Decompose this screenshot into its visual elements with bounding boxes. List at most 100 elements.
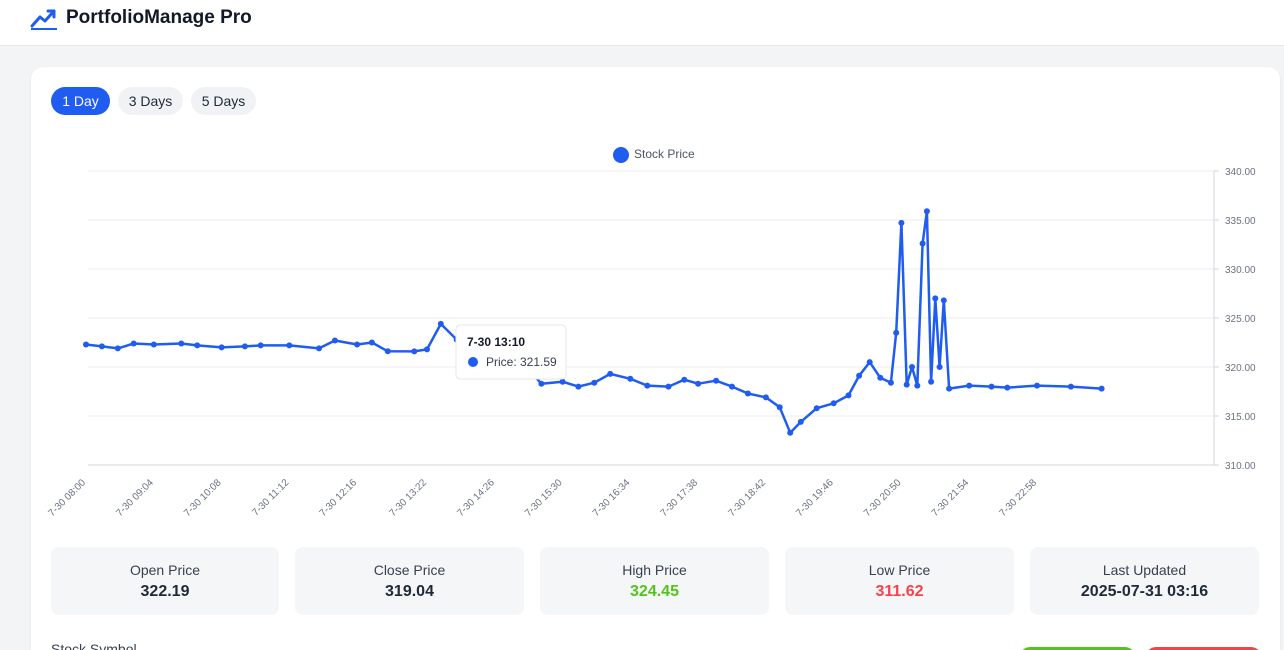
- data-point[interactable]: [218, 344, 225, 351]
- data-point[interactable]: [762, 394, 769, 401]
- y-tick-label: 310.00: [1225, 461, 1256, 472]
- open-price-card: Open Price 322.19: [51, 547, 279, 615]
- data-point[interactable]: [830, 400, 837, 407]
- data-point[interactable]: [1004, 384, 1011, 391]
- tooltip-title: 7-30 13:10: [467, 335, 525, 349]
- x-tick-label: 7-30 11:12: [250, 477, 291, 518]
- data-point[interactable]: [914, 382, 921, 389]
- data-point[interactable]: [1098, 385, 1105, 392]
- x-tick-label: 7-30 14:26: [455, 477, 497, 519]
- data-point[interactable]: [988, 383, 995, 390]
- data-point[interactable]: [575, 383, 582, 390]
- data-point[interactable]: [898, 219, 905, 226]
- chart-gridlines: [88, 170, 1219, 466]
- data-point[interactable]: [936, 364, 943, 370]
- data-point[interactable]: [644, 382, 651, 389]
- data-point[interactable]: [893, 329, 900, 336]
- data-point[interactable]: [316, 345, 322, 352]
- data-point[interactable]: [919, 240, 926, 247]
- y-tick-label: 335.00: [1225, 216, 1256, 227]
- data-point[interactable]: [241, 343, 248, 350]
- data-point[interactable]: [607, 370, 614, 377]
- x-tick-label: 7-30 12:16: [318, 477, 360, 519]
- stat-value: 319.04: [385, 583, 434, 600]
- data-point[interactable]: [866, 359, 873, 366]
- last-updated-card: Last Updated 2025-07-31 03:16: [1030, 547, 1259, 615]
- data-point[interactable]: [845, 392, 852, 399]
- data-point[interactable]: [776, 404, 783, 411]
- x-tick-label: 7-30 22:58: [998, 477, 1040, 519]
- data-point[interactable]: [695, 380, 702, 387]
- data-point[interactable]: [903, 381, 910, 388]
- range-1-day-button[interactable]: 1 Day: [51, 87, 110, 115]
- data-point[interactable]: [813, 405, 820, 412]
- data-point[interactable]: [286, 342, 293, 349]
- add-button[interactable]: [1020, 647, 1135, 650]
- stat-label: Open Price: [129, 562, 201, 578]
- stat-label: High Price: [622, 562, 687, 578]
- data-point[interactable]: [150, 341, 157, 348]
- data-point[interactable]: [424, 346, 430, 353]
- data-point[interactable]: [130, 340, 137, 347]
- data-point[interactable]: [932, 295, 939, 302]
- range-5-days-button[interactable]: 5 Days: [191, 87, 256, 115]
- x-tick-label: 7-30 18:42: [726, 477, 768, 519]
- x-tick-label: 7-30 13:22: [388, 477, 430, 519]
- data-point[interactable]: [178, 340, 185, 347]
- data-point[interactable]: [729, 383, 735, 390]
- legend-marker: [613, 147, 629, 163]
- stat-value: 324.45: [630, 583, 679, 600]
- data-point[interactable]: [928, 378, 935, 385]
- data-point[interactable]: [1034, 382, 1040, 389]
- high-price-card: High Price 324.45: [540, 547, 769, 615]
- data-point[interactable]: [909, 364, 915, 370]
- data-point[interactable]: [923, 208, 930, 215]
- data-point[interactable]: [368, 339, 375, 346]
- data-point[interactable]: [354, 341, 361, 348]
- chart-legend[interactable]: Stock Price: [613, 147, 695, 163]
- data-point[interactable]: [627, 375, 634, 382]
- data-point[interactable]: [887, 379, 894, 386]
- data-point[interactable]: [538, 380, 545, 387]
- data-point[interactable]: [98, 343, 105, 350]
- data-point[interactable]: [946, 385, 953, 392]
- data-point[interactable]: [411, 348, 418, 355]
- data-point[interactable]: [713, 377, 720, 384]
- x-tick-label: 7-30 20:50: [862, 477, 904, 519]
- range-3-days-button[interactable]: 3 Days: [118, 87, 183, 115]
- stock-symbol-label: Stock Symbol: [51, 641, 137, 650]
- stat-value: 322.19: [140, 583, 190, 600]
- low-price-card: Low Price 311.62: [785, 547, 1014, 615]
- data-point[interactable]: [559, 378, 566, 385]
- close-price-card: Close Price 319.04: [295, 547, 524, 615]
- remove-button[interactable]: [1146, 647, 1261, 650]
- legend-label: Stock Price: [634, 147, 695, 161]
- data-point[interactable]: [787, 429, 794, 436]
- data-point[interactable]: [966, 382, 973, 389]
- x-tick-label: 7-30 17:38: [659, 477, 701, 519]
- data-point[interactable]: [194, 342, 201, 349]
- data-point[interactable]: [1067, 383, 1074, 390]
- data-point[interactable]: [877, 374, 884, 381]
- stat-value: 2025-07-31 03:16: [1080, 583, 1209, 600]
- x-axis-tick-labels: 7-30 08:00 7-30 09:04 7-30 10:08 7-30 11:12…: [47, 477, 1040, 519]
- data-point[interactable]: [856, 372, 863, 379]
- data-point[interactable]: [797, 418, 804, 425]
- data-point[interactable]: [681, 376, 688, 383]
- data-point[interactable]: [384, 348, 391, 355]
- data-point[interactable]: [591, 379, 598, 386]
- data-point[interactable]: [331, 337, 338, 344]
- data-point[interactable]: [744, 390, 751, 397]
- y-tick-label: 340.00: [1225, 167, 1256, 178]
- data-point[interactable]: [114, 345, 121, 352]
- data-point[interactable]: [437, 320, 444, 327]
- data-point[interactable]: [665, 383, 672, 390]
- y-tick-label: 325.00: [1225, 314, 1256, 325]
- y-tick-label: 315.00: [1225, 412, 1256, 423]
- stock-price-chart[interactable]: 310.00 315.00 320.00 325.00 330.00 335.00 340.…: [0, 0, 1284, 540]
- stat-label: Close Price: [373, 562, 446, 578]
- data-point[interactable]: [257, 342, 264, 349]
- data-point[interactable]: [940, 297, 947, 304]
- x-tick-label: 7-30 19:46: [794, 477, 836, 519]
- data-point[interactable]: [83, 341, 89, 348]
